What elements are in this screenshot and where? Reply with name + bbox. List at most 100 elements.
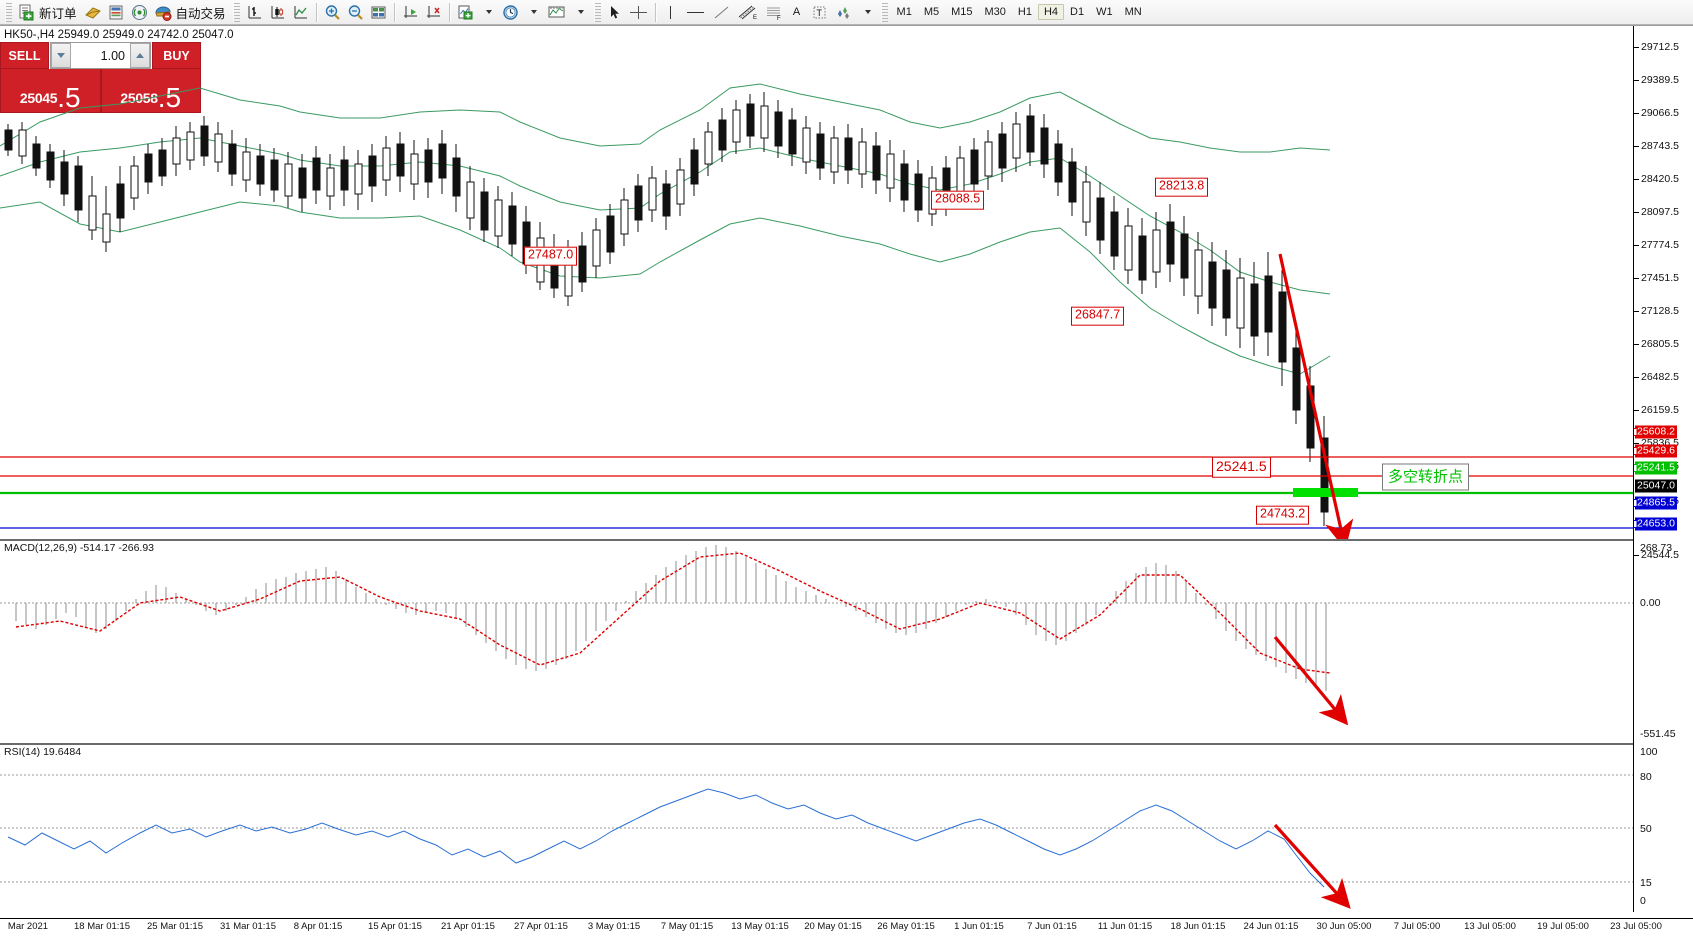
sell-price[interactable]: 25045 .5 xyxy=(0,69,101,113)
auto-scroll-icon[interactable] xyxy=(422,2,445,23)
price-tick-11: 26159.5 xyxy=(1641,404,1679,416)
time-tick-13: 1 Jun 01:15 xyxy=(954,921,1004,932)
price-badge-resistance-25429[interactable]: 25429.6 xyxy=(1635,444,1677,458)
new-order-label[interactable]: 新订单 xyxy=(39,6,77,21)
time-tick-18: 30 Jun 05:00 xyxy=(1316,921,1372,932)
toolbar-grip-2[interactable] xyxy=(232,2,240,22)
time-axis[interactable]: Mar 2021 18 Mar 01:15 25 Mar 01:15 31 Ma… xyxy=(0,918,1693,936)
timeframe-m15[interactable]: M15 xyxy=(951,6,973,18)
price-tick-10: 26482.5 xyxy=(1641,371,1679,383)
shapes-dropdown[interactable] xyxy=(856,2,878,23)
annotation-26847[interactable]: 26847.7 xyxy=(1071,306,1125,326)
price-axis[interactable]: 29712.5 29389.5 29066.5 28743.5 28420.5 … xyxy=(1633,26,1693,912)
buy-price[interactable]: 25058 .5 xyxy=(100,69,201,114)
terminal-icon[interactable] xyxy=(105,2,128,23)
time-tick-12: 26 May 01:15 xyxy=(877,921,935,932)
timeframe-h4[interactable]: H4 xyxy=(1037,4,1065,20)
volume-stepper[interactable]: 1.00 xyxy=(50,42,151,69)
add-indicator-icon[interactable] xyxy=(454,2,477,23)
chart-shift-icon[interactable] xyxy=(399,2,422,23)
price-tick-4: 28420.5 xyxy=(1641,173,1679,185)
timeframe-w1[interactable]: W1 xyxy=(1096,6,1113,18)
timeframe-mn[interactable]: MN xyxy=(1124,6,1142,18)
time-tick-22: 23 Jul 05:00 xyxy=(1610,921,1662,932)
price-badge-support-24865[interactable]: 24865.5 xyxy=(1635,496,1677,510)
line-chart-icon[interactable] xyxy=(289,2,312,23)
period-dropdown[interactable] xyxy=(522,2,544,23)
time-tick-2: 25 Mar 01:15 xyxy=(147,921,203,932)
add-indicator-dropdown[interactable] xyxy=(477,2,499,23)
svg-text:E: E xyxy=(753,15,757,21)
rsi-label: RSI(14) 19.6484 xyxy=(4,746,82,758)
buy-price-fraction: .5 xyxy=(157,82,182,114)
toolbar-divider-1 xyxy=(315,2,317,22)
templates-icon[interactable] xyxy=(544,2,569,23)
timeframe-m1[interactable]: M1 xyxy=(896,6,912,18)
price-tick-9: 26805.5 xyxy=(1641,338,1679,350)
svg-text:T: T xyxy=(816,8,822,18)
data-window-icon[interactable] xyxy=(367,2,390,23)
price-tick-8: 27128.5 xyxy=(1641,305,1679,317)
shapes-icon[interactable] xyxy=(831,2,856,23)
rsi-axis-tick-50: 50 xyxy=(1640,823,1652,835)
trendline-icon[interactable] xyxy=(709,2,734,23)
expert-advisor-icon[interactable] xyxy=(81,2,105,23)
toolbar-grip-4[interactable] xyxy=(880,2,888,22)
annotation-28213[interactable]: 28213.8 xyxy=(1155,177,1209,197)
pivot-highlight-marker xyxy=(1293,488,1358,497)
text-icon[interactable]: T xyxy=(808,2,831,23)
fibonacci-icon[interactable]: F xyxy=(761,2,786,23)
price-badge-last-25047[interactable]: 25047.0 xyxy=(1635,479,1677,493)
autotrading-label[interactable]: 自动交易 xyxy=(175,6,226,21)
candlestick-chart-icon[interactable] xyxy=(266,2,289,23)
annotation-27487[interactable]: 27487.0 xyxy=(524,246,578,266)
toolbar-grip[interactable] xyxy=(5,2,12,22)
buy-button[interactable]: BUY xyxy=(152,42,201,69)
templates-dropdown[interactable] xyxy=(569,2,591,23)
time-tick-16: 18 Jun 01:15 xyxy=(1170,921,1226,932)
timeframe-m30[interactable]: M30 xyxy=(984,6,1006,18)
zoom-in-icon[interactable] xyxy=(321,2,344,23)
autotrading-icon[interactable] xyxy=(151,2,175,23)
vertical-line-icon[interactable] xyxy=(660,2,682,23)
bar-chart-icon[interactable] xyxy=(243,2,266,23)
volume-increase-button[interactable] xyxy=(130,43,150,68)
volume-decrease-button[interactable] xyxy=(51,43,71,68)
annotation-25241[interactable]: 25241.5 xyxy=(1212,456,1271,478)
equidistant-channel-icon[interactable]: E xyxy=(734,2,761,23)
crosshair-icon[interactable] xyxy=(626,2,651,23)
rsi-pane[interactable]: RSI(14) 19.6484 100 80 50 15 0 xyxy=(0,745,1658,911)
text-label-icon[interactable]: A xyxy=(792,6,801,18)
price-badge-pivot-25241[interactable]: 25241.5 xyxy=(1635,461,1677,475)
timeframe-m5[interactable]: M5 xyxy=(923,6,940,18)
time-tick-7: 27 Apr 01:15 xyxy=(514,921,568,932)
time-tick-5: 15 Apr 01:15 xyxy=(368,921,422,932)
time-tick-10: 13 May 01:15 xyxy=(731,921,789,932)
zoom-out-icon[interactable] xyxy=(344,2,367,23)
new-order-icon[interactable] xyxy=(15,2,38,23)
period-icon[interactable] xyxy=(499,2,522,23)
horizontal-line-icon[interactable] xyxy=(682,2,709,23)
toolbar-grip-3[interactable] xyxy=(593,2,601,22)
annotation-24743[interactable]: 24743.2 xyxy=(1256,505,1310,525)
sell-price-fraction: .5 xyxy=(57,82,81,114)
signals-icon[interactable] xyxy=(128,2,151,23)
price-badge-resistance-25608[interactable]: 25608.2 xyxy=(1635,425,1677,439)
timeframe-h1[interactable]: H1 xyxy=(1017,6,1032,18)
cursor-icon[interactable] xyxy=(604,2,626,23)
timeframe-d1[interactable]: D1 xyxy=(1070,6,1085,18)
time-tick-21: 19 Jul 05:00 xyxy=(1537,921,1589,932)
one-click-trading-panel[interactable]: SELL 1.00 BUY 25045 .5 25058 .5 xyxy=(0,42,201,115)
price-badge-support-24653[interactable]: 24653.0 xyxy=(1635,517,1677,531)
sell-button[interactable]: SELL xyxy=(0,42,49,69)
price-tick-15: 24544.5 xyxy=(1641,549,1679,561)
rsi-axis-tick-100: 100 xyxy=(1640,746,1658,758)
price-tick-5: 28097.5 xyxy=(1641,206,1679,218)
annotation-pivot-text[interactable]: 多空转折点 xyxy=(1382,463,1470,491)
macd-pane[interactable]: MACD(12,26,9) -514.17 -266.93 xyxy=(0,541,1676,743)
chart-container[interactable]: HK50-,H4 25949.0 25949.0 24742.0 25047.0… xyxy=(0,25,1693,936)
bearish-trend-arrow xyxy=(1278,253,1354,550)
annotation-28088[interactable]: 28088.5 xyxy=(931,190,985,210)
rsi-pane-separator xyxy=(0,743,1633,745)
volume-input[interactable]: 1.00 xyxy=(71,43,130,68)
